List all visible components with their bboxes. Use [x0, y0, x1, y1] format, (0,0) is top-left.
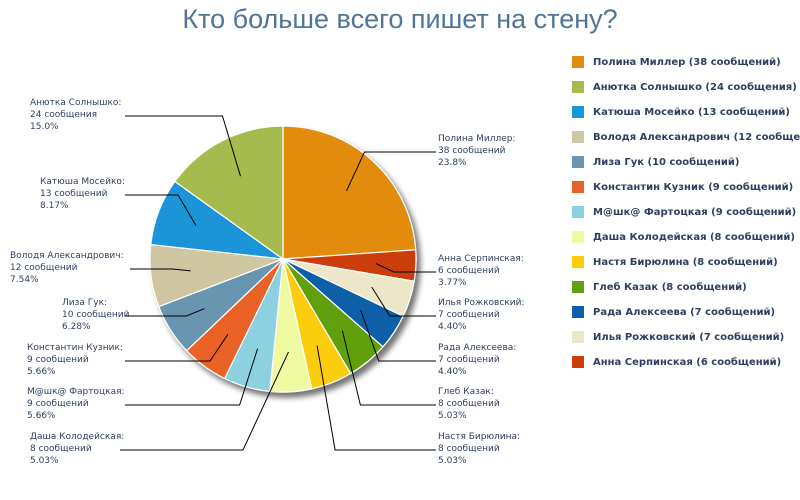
legend-swatch	[572, 81, 584, 93]
legend-item[interactable]: Анна Серпинская (6 сообщений)	[572, 352, 781, 372]
slice-label: 4.40%	[438, 322, 467, 332]
legend-swatch	[572, 106, 584, 118]
slice-label: 5.03%	[30, 456, 59, 466]
legend-swatch	[572, 181, 584, 193]
leader-line	[360, 310, 436, 362]
legend-swatch	[572, 206, 584, 218]
legend-item[interactable]: Настя Бирюлина (8 сообщений)	[572, 252, 778, 272]
legend-swatch	[572, 131, 584, 143]
leader-line	[130, 268, 191, 272]
slice-label: 3.77%	[438, 278, 467, 288]
legend-item[interactable]: Анютка Солнышко (24 сообщения)	[572, 77, 797, 97]
slice-label: 8 сообщений	[30, 444, 92, 454]
legend-label: Даша Колодейская (8 сообщений)	[593, 231, 795, 243]
pie-slices	[149, 125, 417, 393]
legend-swatch	[572, 306, 584, 318]
pie-slice	[174, 125, 284, 261]
legend-swatch	[572, 356, 584, 368]
slice-label: 15.0%	[30, 122, 59, 132]
legend-swatch	[572, 331, 584, 343]
slice-label: 8 сообщений	[438, 444, 500, 454]
slice-label: Рада Алексеева:	[438, 343, 516, 353]
legend-item[interactable]: Константин Кузник (9 сообщений)	[572, 177, 793, 197]
leader-line	[125, 194, 197, 226]
slice-label: 7 сообщений	[438, 310, 500, 320]
legend-item[interactable]: Катюша Мосейко (13 сообщений)	[572, 102, 790, 122]
leader-line	[125, 308, 205, 317]
legend-item[interactable]: Рада Алексеева (7 сообщений)	[572, 302, 775, 322]
leader-line	[125, 348, 259, 406]
legend-item[interactable]: Полина Миллер (38 сообщений)	[572, 52, 781, 72]
slice-labels: Полина Миллер: 38 сообщений 23.8% Анна Серп…	[10, 98, 524, 466]
slice-label: Даша Колодейская:	[30, 432, 124, 442]
slice-label: 13 сообщений	[40, 189, 108, 199]
leader-line	[125, 333, 229, 362]
pie-slice	[282, 125, 417, 260]
slice-label: Катюша Мосейко:	[40, 177, 125, 187]
slice-label: 5.03%	[438, 456, 467, 466]
slice-label: Настя Бирюлина:	[438, 432, 520, 442]
slice-label: 5.03%	[438, 411, 467, 421]
slice-label: 8 сообщений	[438, 399, 500, 409]
slice-label: 6.28%	[62, 322, 91, 332]
slice-label: 6 сообщений	[438, 266, 500, 276]
legend-label: Константин Кузник (9 сообщений)	[593, 181, 794, 193]
slice-label: 12 сообщений	[10, 263, 78, 273]
slice-label: Полина Миллер:	[438, 134, 516, 144]
slice-label: Анна Серпинская:	[438, 254, 524, 264]
legend-label: Володя Александрович (12 сообщений)	[593, 131, 800, 143]
legend-swatch	[572, 156, 584, 168]
slice-label: 38 сообщений	[438, 146, 506, 156]
legend-label: М@шк@ Фартоцкая (9 сообщений)	[593, 206, 797, 218]
slice-label: Константин Кузник:	[27, 343, 123, 353]
legend-item[interactable]: Илья Рожковский (7 сообщений)	[572, 327, 784, 347]
slice-label: М@шк@ Фартоцкая:	[27, 387, 125, 397]
legend-label: Глеб Казак (8 сообщений)	[593, 281, 747, 293]
legend-swatch	[572, 56, 584, 68]
slice-label: Илья Рожковский:	[438, 298, 524, 308]
legend-label: Илья Рожковский (7 сообщений)	[593, 331, 785, 343]
legend-label: Рада Алексеева (7 сообщений)	[593, 306, 776, 318]
leader-line	[371, 286, 436, 317]
legend-item[interactable]: Лиза Гук (10 сообщений)	[572, 152, 739, 172]
slice-label: 7 сообщений	[438, 355, 500, 365]
slice-label: Анютка Солнышко:	[30, 98, 121, 108]
legend-label: Катюша Мосейко (13 сообщений)	[593, 106, 790, 118]
slice-label: 8.17%	[40, 201, 69, 211]
slice-label: 10 сообщений	[62, 310, 130, 320]
legend-swatch	[572, 256, 584, 268]
slice-label: Глеб Казак:	[438, 387, 494, 397]
slice-label: 9 сообщений	[27, 399, 89, 409]
legend-label: Анна Серпинская (6 сообщений)	[593, 356, 782, 368]
leader-line	[375, 263, 436, 273]
slice-label: 7.54%	[10, 275, 39, 285]
legend-item[interactable]: М@шк@ Фартоцкая (9 сообщений)	[572, 202, 796, 222]
legend-item[interactable]: Глеб Казак (8 сообщений)	[572, 277, 747, 297]
slice-label: Володя Александрович:	[10, 251, 124, 261]
slice-label: 9 сообщений	[27, 355, 89, 365]
legend-label: Настя Бирюлина (8 сообщений)	[593, 256, 778, 268]
leader-line	[341, 330, 436, 406]
leader-lines	[120, 115, 436, 451]
chart-title: Кто больше всего пишет на стену?	[182, 4, 618, 34]
slice-label: 5.66%	[27, 367, 56, 377]
slice-label: 24 сообщения	[30, 110, 97, 120]
leader-line	[120, 351, 289, 451]
legend-label: Лиза Гук (10 сообщений)	[593, 156, 740, 168]
legend-swatch	[572, 231, 584, 243]
leader-line	[346, 151, 436, 192]
leader-line	[316, 345, 436, 451]
legend-swatch	[572, 281, 584, 293]
legend-label: Полина Миллер (38 сообщений)	[593, 56, 781, 68]
slice-label: 5.66%	[27, 411, 56, 421]
slice-label: Лиза Гук:	[62, 298, 107, 308]
slice-label: 4.40%	[438, 367, 467, 377]
legend-item[interactable]: Володя Александрович (12 сообщений)	[572, 127, 800, 147]
legend-label: Анютка Солнышко (24 сообщения)	[593, 81, 797, 93]
legend-item[interactable]: Даша Колодейская (8 сообщений)	[572, 227, 795, 247]
leader-line	[125, 115, 241, 177]
slice-label: 23.8%	[438, 158, 467, 168]
